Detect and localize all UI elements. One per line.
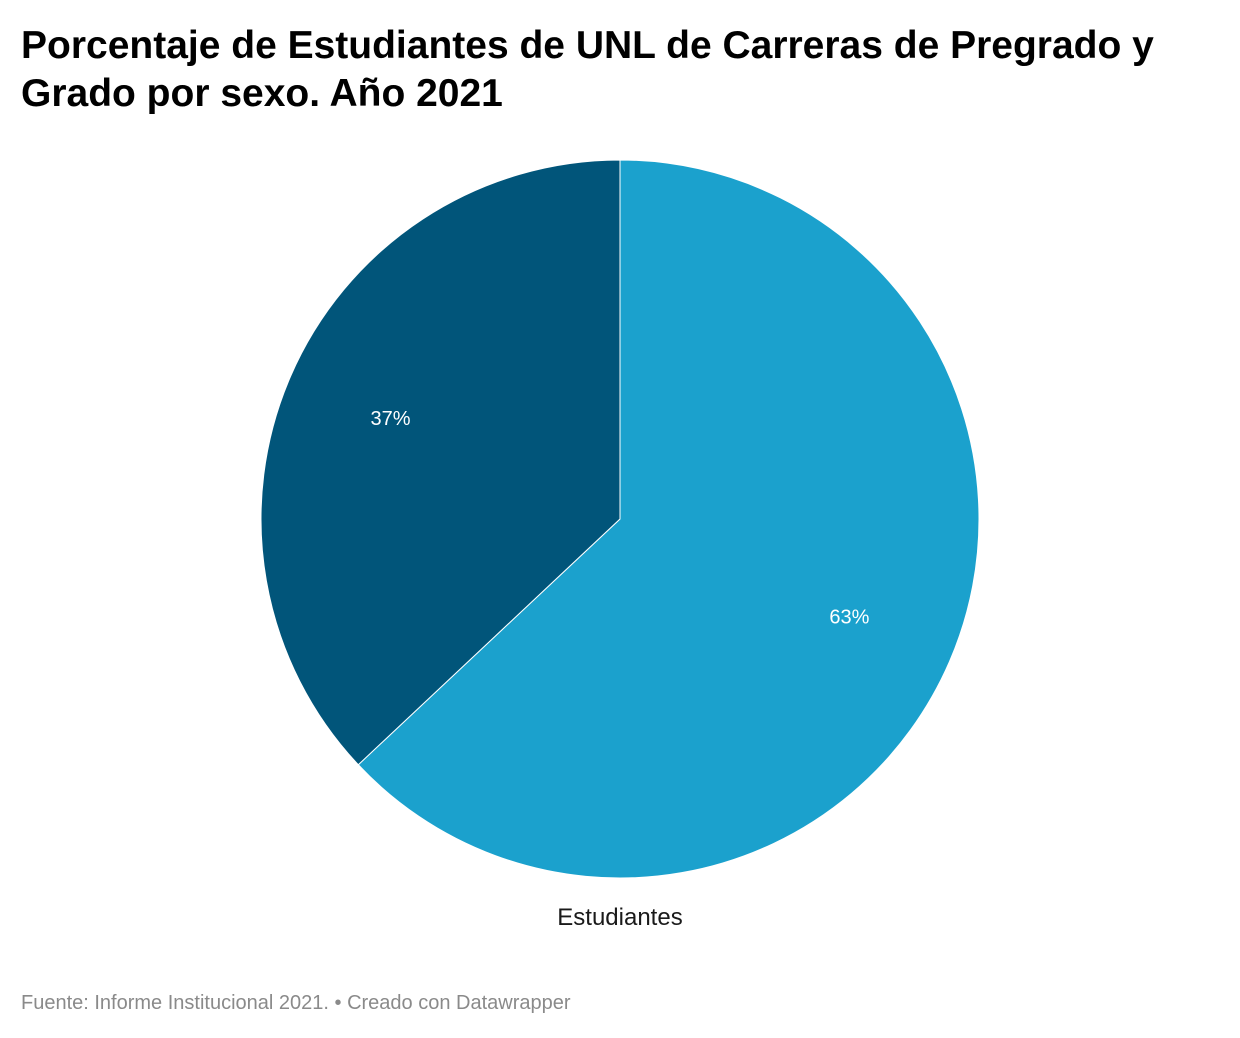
category-label: Estudiantes	[557, 904, 682, 931]
pie-slices	[260, 159, 980, 879]
chart-title: Porcentaje de Estudiantes de UNL de Carr…	[21, 24, 1154, 115]
pie-slice-1	[260, 159, 621, 766]
pie-slice-0	[357, 159, 980, 879]
footer-source: Fuente: Informe Institucional 2021. • Cr…	[21, 992, 571, 1014]
slice-label-1: 37%	[371, 408, 411, 430]
pie-chart: 63% 37% Estudiantes	[260, 159, 980, 931]
pie-labels: 63% 37%	[371, 408, 870, 629]
slice-label-0: 63%	[829, 607, 869, 629]
